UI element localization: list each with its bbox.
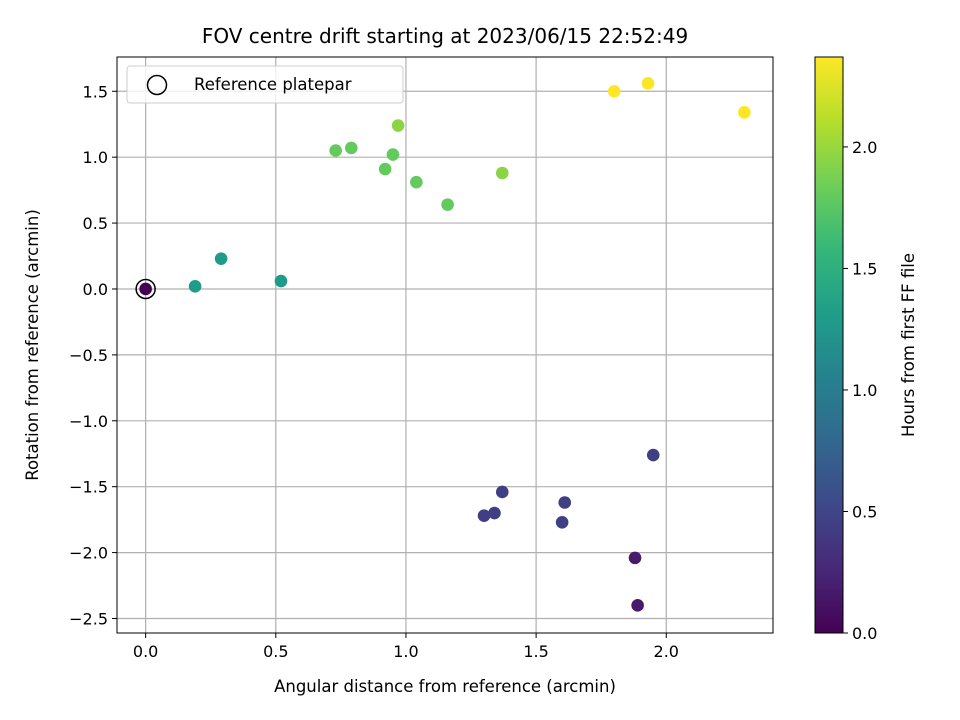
reference-marker [135, 278, 156, 300]
x-axis: 0.0 0.5 1.0 1.5 2.0 [133, 633, 679, 661]
data-point [441, 198, 454, 211]
colorbar-gradient [815, 57, 843, 633]
x-tick-label: 0.5 [263, 642, 288, 661]
colorbar [814, 56, 844, 634]
legend-box [126, 65, 404, 104]
y-tick-label: −1.0 [69, 412, 108, 431]
data-point [607, 84, 621, 98]
data-point [329, 144, 342, 157]
y-tick-label: −2.5 [69, 610, 108, 629]
y-tick-label: 1.5 [83, 82, 108, 101]
colorbar-tick-label: 1.0 [852, 381, 877, 400]
legend-marker [146, 74, 168, 96]
data-point [477, 509, 491, 522]
y-tick-label: −2.0 [69, 544, 108, 563]
data-point [378, 162, 392, 176]
legend: Reference platepar [126, 65, 404, 104]
colorbar-label: Hours from first FF file [899, 253, 918, 437]
data-point [274, 274, 288, 288]
colorbar-tick-label: 2.0 [852, 138, 877, 157]
colorbar-tick-label: 0.5 [852, 502, 877, 521]
x-tick-label: 1.0 [393, 642, 418, 661]
colorbar-tick-label: 1.5 [852, 259, 877, 278]
data-point [558, 496, 572, 509]
x-tick-label: 2.0 [654, 642, 679, 661]
y-tick-label: −0.5 [69, 346, 108, 365]
colorbar-tick-label: 0.0 [852, 624, 877, 643]
data-point [410, 175, 423, 189]
data-point [646, 448, 660, 462]
data-point [386, 148, 400, 161]
data-point [555, 515, 569, 529]
colorbar-axis: 0.0 0.5 1.0 1.5 2.0 [843, 138, 877, 643]
x-tick-label: 0.0 [133, 642, 158, 661]
data-point [631, 599, 644, 612]
data-point [344, 141, 358, 155]
data-point [391, 119, 405, 132]
y-axis: 1.5 1.0 0.5 0.0 −0.5 −1.0 −1.5 −2.0 −2.5 [69, 82, 117, 629]
y-tick-label: 1.0 [83, 148, 108, 167]
y-tick-label: 0.5 [83, 214, 108, 233]
grid [117, 57, 773, 633]
colorbar-frame [814, 56, 844, 634]
legend-entry: Reference platepar [194, 75, 352, 94]
chart-title: FOV centre drift starting at 2023/06/15 … [202, 24, 688, 48]
x-axis-label: Angular distance from reference (arcmin) [274, 677, 616, 696]
y-tick-label: 0.0 [83, 280, 108, 299]
data-point [139, 282, 152, 296]
data-point [188, 280, 202, 293]
data-points [135, 77, 751, 612]
data-point [214, 252, 228, 265]
data-point [641, 77, 655, 90]
y-axis-label: Rotation from reference (arcmin) [23, 209, 42, 481]
x-tick-label: 1.5 [523, 642, 548, 661]
plot-frame [116, 56, 774, 634]
data-point [488, 506, 501, 520]
data-point [495, 485, 509, 499]
y-tick-label: −1.5 [69, 478, 108, 497]
data-point [628, 551, 642, 565]
data-point [495, 166, 509, 180]
data-point [738, 106, 751, 119]
